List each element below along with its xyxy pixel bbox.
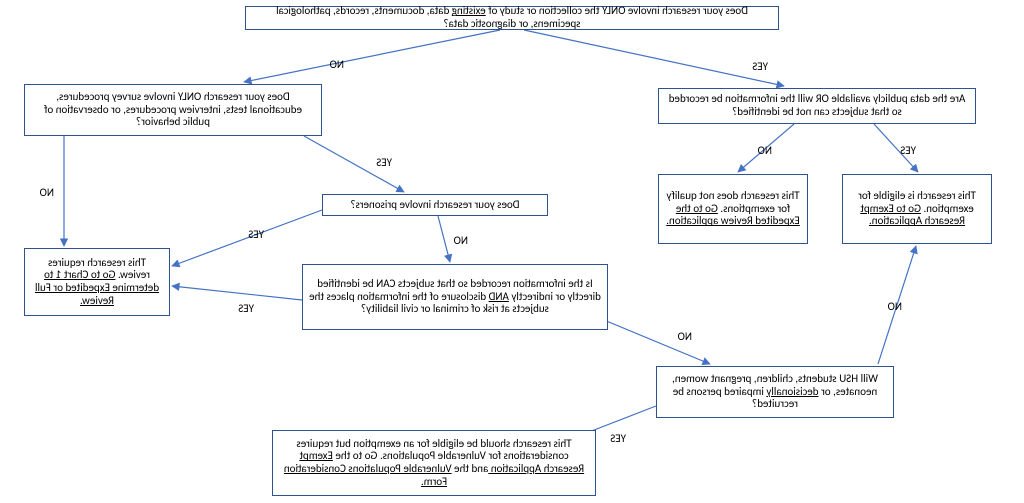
edge-9 [604,320,710,364]
edge-7 [438,216,450,262]
node-q_prisoners: Does your research involve prisoners? [322,194,548,216]
edge-label-1: NO [330,58,344,71]
edge-label-6: YES [248,228,264,241]
edge-label-9: NO [678,330,692,343]
node-q_vulnerable: Will HSU students, children, pregnant wo… [656,366,894,418]
edge-label-4: YES [376,156,392,169]
node-q_existing: Does your research involve ONLY the coll… [245,6,779,30]
edge-label-3: NO [758,144,772,157]
node-q_identified: Is the information recorded so that subj… [302,264,608,330]
edge-8 [172,286,302,300]
edge-1 [244,30,500,82]
edge-0 [524,30,784,86]
edge-label-0: YES [752,60,768,73]
node-q_survey: Does your research ONLY involve survey p… [24,84,322,136]
edge-label-5: NO [40,186,54,199]
edge-label-2: YES [900,144,916,157]
node-r_exempt_vuln: This research should be eligible for an … [272,430,596,496]
node-r_chart1: This research requires review. Go to Cha… [24,248,170,316]
node-r_exempt: This research is eligible for exemption.… [842,174,992,244]
edge-label-11: YES [610,432,626,445]
edge-label-10: NO [888,300,902,313]
node-q_public: Are the data publicly available OR will … [658,88,976,124]
node-r_expedited: This research does not qualify for exemp… [658,174,808,244]
edge-label-8: YES [238,302,254,315]
edge-label-7: NO [454,234,468,247]
flowchart-canvas: Does your research involve ONLY the coll… [0,0,1024,503]
edge-6 [172,210,322,266]
